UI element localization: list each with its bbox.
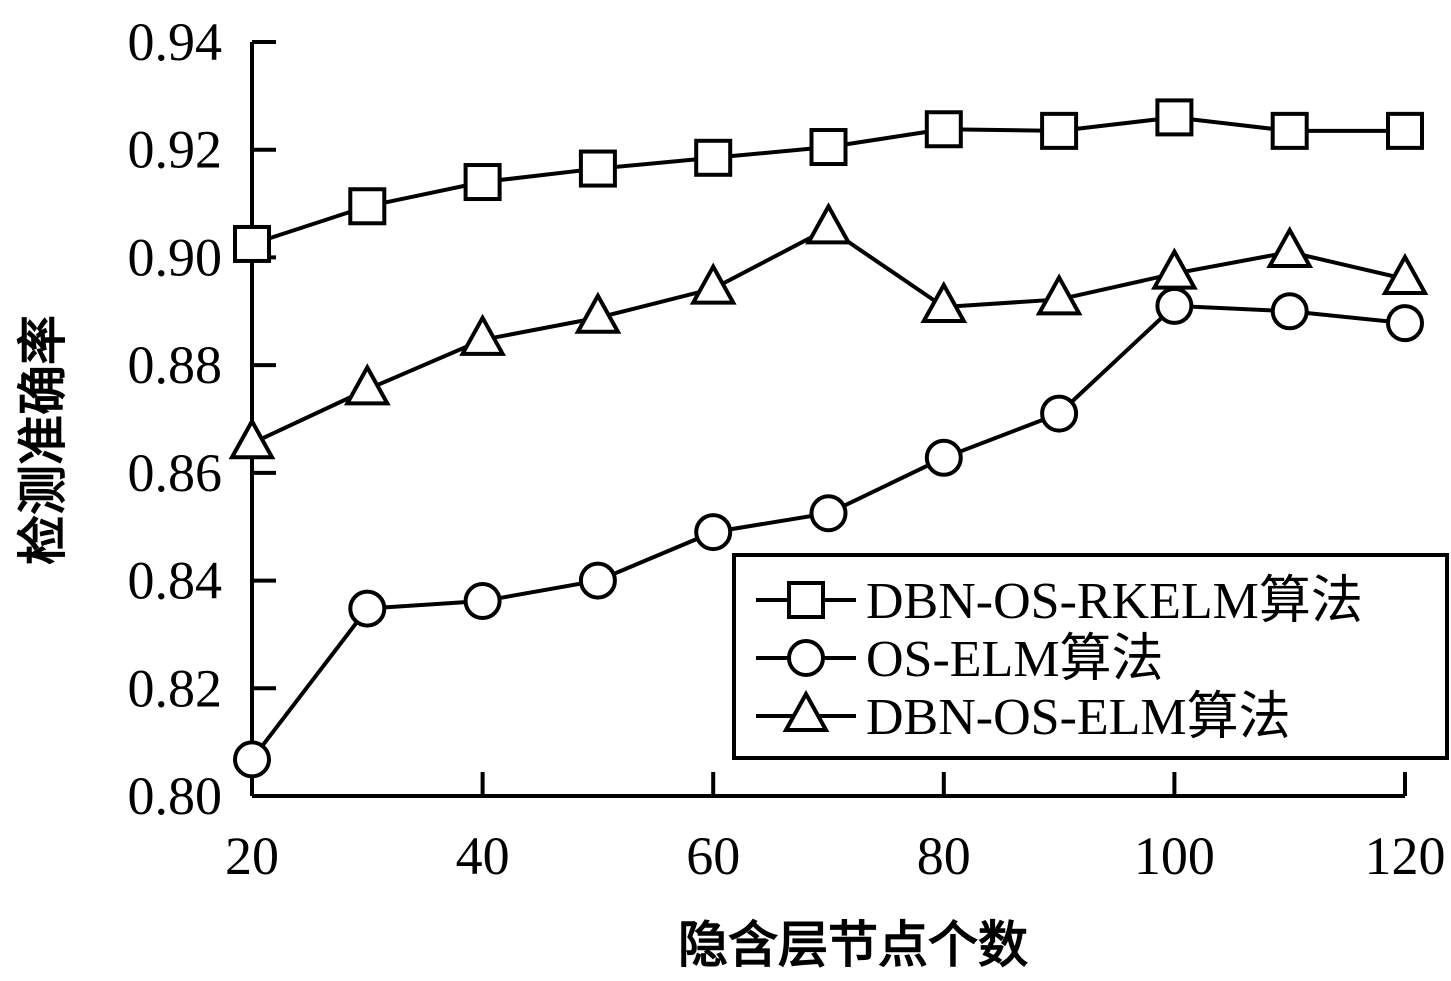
legend-label: DBN-OS-ELM算法 xyxy=(866,689,1291,746)
data-point xyxy=(1035,273,1083,316)
data-point xyxy=(1155,98,1194,137)
series-triangle xyxy=(228,202,1429,460)
data-point xyxy=(689,262,737,305)
data-point xyxy=(348,589,387,628)
legend-marker xyxy=(787,581,825,619)
data-point xyxy=(1040,394,1079,433)
y-tick-label: 0.84 xyxy=(128,551,223,611)
data-point xyxy=(1155,286,1194,325)
y-tick-label: 0.90 xyxy=(128,227,223,287)
data-point xyxy=(459,313,506,356)
x-tick-label: 40 xyxy=(456,826,510,886)
data-point xyxy=(578,561,617,600)
data-point xyxy=(1381,252,1429,295)
y-tick-label: 0.86 xyxy=(128,443,223,503)
data-point xyxy=(233,224,271,263)
data-point xyxy=(228,417,276,460)
data-point xyxy=(343,363,391,406)
x-tick-label: 100 xyxy=(1134,826,1215,886)
data-point xyxy=(348,187,387,226)
legend-label: DBN-OS-RKELM算法 xyxy=(866,573,1363,630)
data-point xyxy=(694,138,733,177)
data-point xyxy=(1270,292,1309,331)
data-point xyxy=(578,149,617,188)
y-tick-label: 0.80 xyxy=(128,766,223,826)
data-point xyxy=(463,582,502,621)
x-tick-label: 120 xyxy=(1365,826,1446,886)
x-axis-title: 隐含层节点个数 xyxy=(678,916,1028,974)
data-point xyxy=(574,291,622,334)
y-tick-label: 0.92 xyxy=(128,120,223,180)
data-point xyxy=(809,494,848,533)
data-point xyxy=(1386,304,1424,343)
x-tick-label: 80 xyxy=(917,826,971,886)
data-point xyxy=(463,163,502,202)
y-axis-title: 检测准确率 xyxy=(14,315,72,565)
data-point xyxy=(1270,111,1309,150)
data-point xyxy=(694,513,733,552)
data-point xyxy=(1386,111,1424,150)
legend-marker xyxy=(787,639,825,677)
data-point xyxy=(924,110,963,149)
series-circle xyxy=(233,286,1424,779)
data-point xyxy=(1151,247,1198,290)
data-point xyxy=(920,280,968,323)
data-point xyxy=(924,438,963,477)
axes: 0.80 0.82 0.84 0.86 0.88 0.90 0.92 0.94 20 40 60 80… xyxy=(128,12,1446,886)
series-square xyxy=(233,98,1424,263)
legend-marker xyxy=(782,689,830,732)
data-point xyxy=(809,128,848,167)
data-point xyxy=(233,740,271,779)
y-tick-label: 0.94 xyxy=(128,12,223,72)
plot-area xyxy=(228,98,1429,779)
data-point xyxy=(805,202,852,245)
x-tick-label: 20 xyxy=(225,826,279,886)
y-tick-label: 0.82 xyxy=(128,658,223,718)
legend-label: OS-ELM算法 xyxy=(866,631,1164,688)
data-point xyxy=(1266,225,1314,269)
x-tick-label: 60 xyxy=(686,826,740,886)
series-line xyxy=(251,226,1406,446)
y-tick-label: 0.88 xyxy=(128,335,223,395)
data-point xyxy=(1040,111,1079,150)
